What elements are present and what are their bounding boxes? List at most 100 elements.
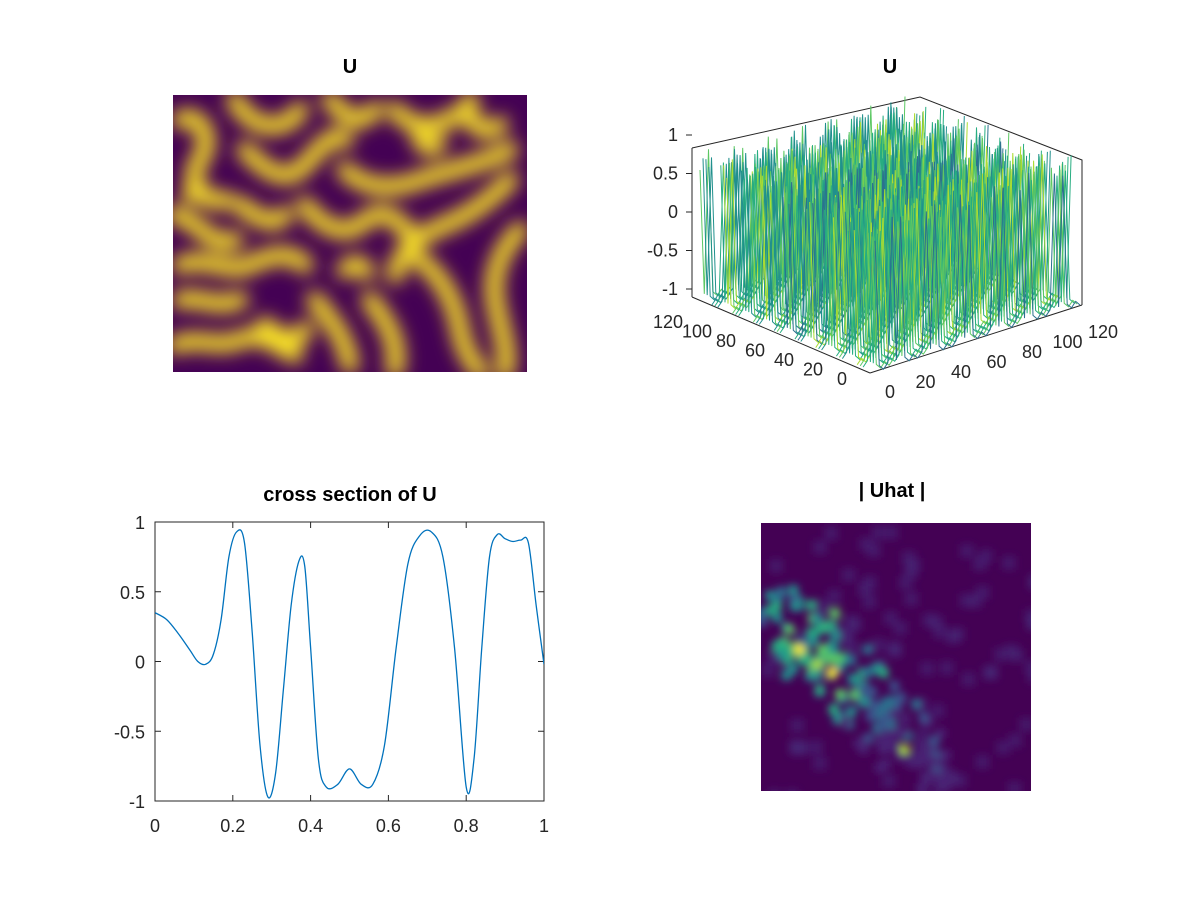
uhat-cell (878, 667, 889, 678)
uhat-cell (776, 586, 787, 597)
uhat-texture (824, 526, 839, 541)
uhat-cell (870, 664, 881, 675)
uhat-texture (1026, 615, 1031, 630)
uhat-cell (920, 745, 931, 756)
uhat-peak (785, 625, 794, 634)
uhat-cell (914, 752, 925, 763)
uhat-cell (746, 634, 756, 644)
uhat-cell (862, 644, 873, 655)
x-tick-label: 0.4 (298, 816, 323, 836)
surface-z-tick-label: 0 (668, 202, 678, 222)
uhat-texture (816, 599, 831, 614)
uhat-cell (765, 590, 776, 601)
surface-right-axis (869, 304, 1083, 374)
uhat-cell (867, 686, 878, 697)
uhat-cell (776, 649, 787, 660)
uhat-cell (862, 667, 873, 678)
uhat-cell (900, 714, 911, 725)
uhat-texture (993, 647, 1008, 662)
uhat-cell (834, 662, 845, 673)
uhat-image (746, 523, 1031, 803)
uhat-cell (881, 712, 892, 723)
surface-mesh-line (868, 169, 1075, 365)
uhat-peak (795, 645, 804, 654)
pattern-stripe (256, 316, 314, 348)
uhat-texture (813, 540, 828, 555)
uhat-texture (1029, 573, 1031, 588)
uhat-texture (1007, 781, 1022, 791)
uhat-cell (877, 720, 888, 731)
surface-y-tick-label: 100 (682, 322, 712, 342)
uhat-cell (876, 742, 887, 753)
uhat-texture (950, 627, 965, 642)
uhat-texture (812, 756, 827, 771)
pattern-stripe (411, 131, 447, 156)
uhat-cell (832, 653, 843, 664)
uhat-texture (1028, 575, 1031, 590)
uhat-cell (929, 735, 940, 746)
uhat-texture (922, 613, 937, 628)
surface-mesh-line (871, 167, 1078, 369)
uhat-texture (898, 575, 913, 590)
uhat-cell (847, 674, 858, 685)
x-tick-label: 0 (150, 816, 160, 836)
uhat-texture (761, 663, 776, 678)
uhat-cell (830, 630, 841, 641)
uhat-cell (811, 613, 822, 624)
uhat-cell (799, 645, 810, 656)
uhat-texture (1024, 660, 1031, 675)
pattern-stripe (236, 128, 354, 184)
uhat-texture (871, 525, 886, 540)
surface-x-tick-label: 120 (1088, 322, 1118, 342)
uhat-texture (884, 525, 899, 540)
uhat-texture (795, 740, 810, 755)
uhat-cell (917, 793, 927, 803)
cross-section-ticks: 0 0.2 0.4 0.6 0.8 1 1 0.5 0 -0.5 -1 (114, 513, 549, 836)
surface-x-tick-label: 60 (986, 352, 1006, 372)
uhat-cell (817, 645, 828, 656)
uhat-peak (828, 668, 837, 677)
pattern-panel: U (173, 56, 527, 372)
uhat-cell (771, 641, 782, 652)
uhat-texture (1027, 669, 1031, 684)
pattern-stripe (173, 290, 249, 312)
uhat-cell (840, 717, 851, 728)
surface-x-tick-label: 40 (951, 362, 971, 382)
surface-z-tick-label: 0.5 (653, 164, 678, 184)
y-tick-label: -1 (129, 792, 145, 812)
uhat-cell (929, 771, 940, 782)
x-tick-label: 0.6 (376, 816, 401, 836)
uhat-cell (896, 726, 907, 737)
uhat-cell (871, 701, 882, 712)
uhat-cell (808, 635, 819, 646)
uhat-texture (996, 740, 1011, 755)
x-tick-label: 1 (539, 816, 549, 836)
uhat-texture (790, 718, 805, 733)
uhat-texture (862, 594, 877, 609)
y-tick-label: -0.5 (114, 722, 145, 742)
uhat-texture (915, 729, 930, 744)
uhat-cell (806, 662, 817, 673)
uhat-texture (881, 773, 896, 788)
cross-section-axes-box (154, 521, 545, 802)
uhat-cell (815, 624, 826, 635)
uhat-cell (855, 739, 866, 750)
pattern-stripe (485, 221, 527, 372)
pattern-stripe (336, 141, 519, 196)
uhat-cell (888, 708, 899, 719)
pattern-stripe (173, 247, 314, 277)
uhat-cell (920, 771, 931, 782)
surface-y-tick-label: 40 (774, 350, 794, 370)
uhat-cell (891, 728, 902, 739)
uhat-cell (930, 750, 941, 761)
uhat-panel: | Uhat | (746, 480, 1031, 803)
uhat-cell (856, 685, 867, 696)
uhat-texture (1009, 648, 1024, 663)
pattern-stripe (231, 196, 294, 230)
uhat-texture (866, 543, 881, 558)
pattern-stripe (386, 101, 464, 135)
uhat-cell (935, 728, 946, 739)
pattern-stripe (321, 95, 384, 129)
